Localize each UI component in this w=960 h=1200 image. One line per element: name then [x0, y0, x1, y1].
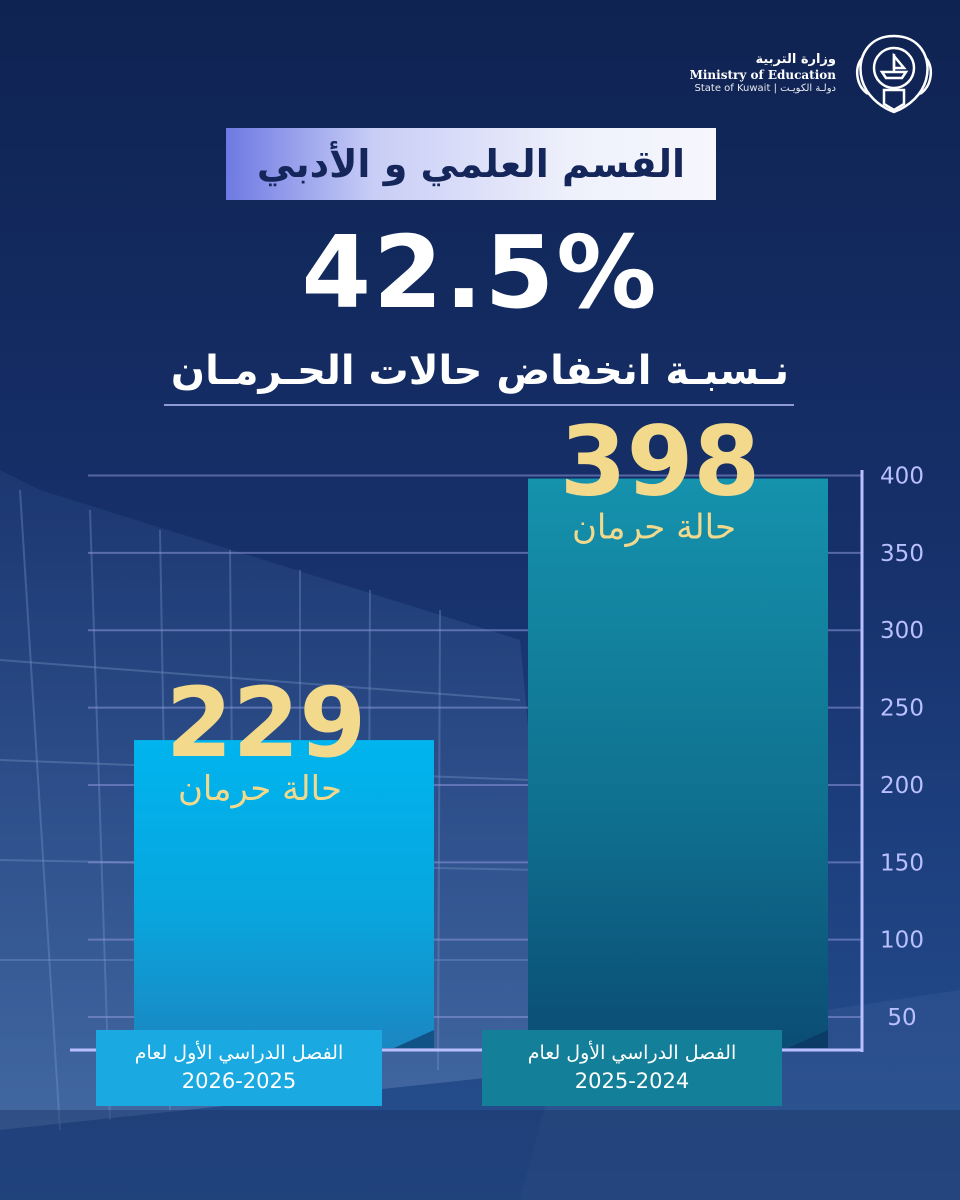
bar-value-label: 398 — [560, 406, 760, 518]
state-name: State of Kuwait | دولـة الكويـت — [690, 83, 836, 96]
y-axis-tick-label: 150 — [880, 850, 924, 876]
category-label-line2: 2025-2024 — [574, 1068, 690, 1093]
bar — [528, 478, 828, 1048]
headline-underline — [164, 404, 794, 406]
y-axis-tick-label: 250 — [880, 696, 924, 722]
ministry-name-arabic: وزارة التربية — [755, 52, 836, 68]
kuwait-emblem-icon — [855, 34, 933, 114]
category-label-current-year: الفصل الدراسي الأول لعام 2026-2025 — [96, 1030, 382, 1106]
category-label-line1: الفصل الدراسي الأول لعام — [527, 1042, 737, 1064]
y-axis-tick-label: 300 — [880, 618, 924, 644]
category-label-line1: الفصل الدراسي الأول لعام — [134, 1042, 344, 1064]
state-name-english: State of Kuwait — [694, 83, 771, 95]
y-axis-tick-label: 350 — [880, 541, 924, 567]
bar-unit-label: حالة حرمان — [178, 769, 342, 809]
reduction-percentage: 42.5% — [301, 214, 659, 331]
ministry-logo-text: وزارة التربية Ministry of Education Stat… — [690, 52, 836, 96]
bar-value-label: 229 — [166, 667, 366, 779]
state-divider: | — [773, 83, 781, 95]
ministry-name-english: Ministry of Education — [689, 68, 836, 83]
section-title-badge: القسم العلمي و الأدبي — [226, 128, 716, 200]
state-name-arabic: دولـة الكويـت — [780, 83, 836, 95]
bar-fold-shadow — [394, 1030, 434, 1048]
reduction-description: نـسبـة انخفاض حالات الحـرمـان — [170, 348, 790, 394]
category-label-line2: 2026-2025 — [181, 1068, 297, 1093]
ministry-logo-block: وزارة التربية Ministry of Education Stat… — [690, 28, 940, 120]
y-axis-tick-label: 400 — [880, 463, 924, 489]
bar-fold-shadow — [788, 1030, 828, 1048]
bar — [134, 740, 434, 1048]
y-axis-tick-label: 50 — [887, 1005, 916, 1031]
section-title: القسم العلمي و الأدبي — [256, 142, 686, 186]
bar-unit-label: حالة حرمان — [572, 508, 736, 548]
y-axis-tick-label: 100 — [880, 928, 924, 954]
category-label-previous-year: الفصل الدراسي الأول لعام 2025-2024 — [482, 1030, 782, 1106]
y-axis-tick-label: 200 — [880, 773, 924, 799]
